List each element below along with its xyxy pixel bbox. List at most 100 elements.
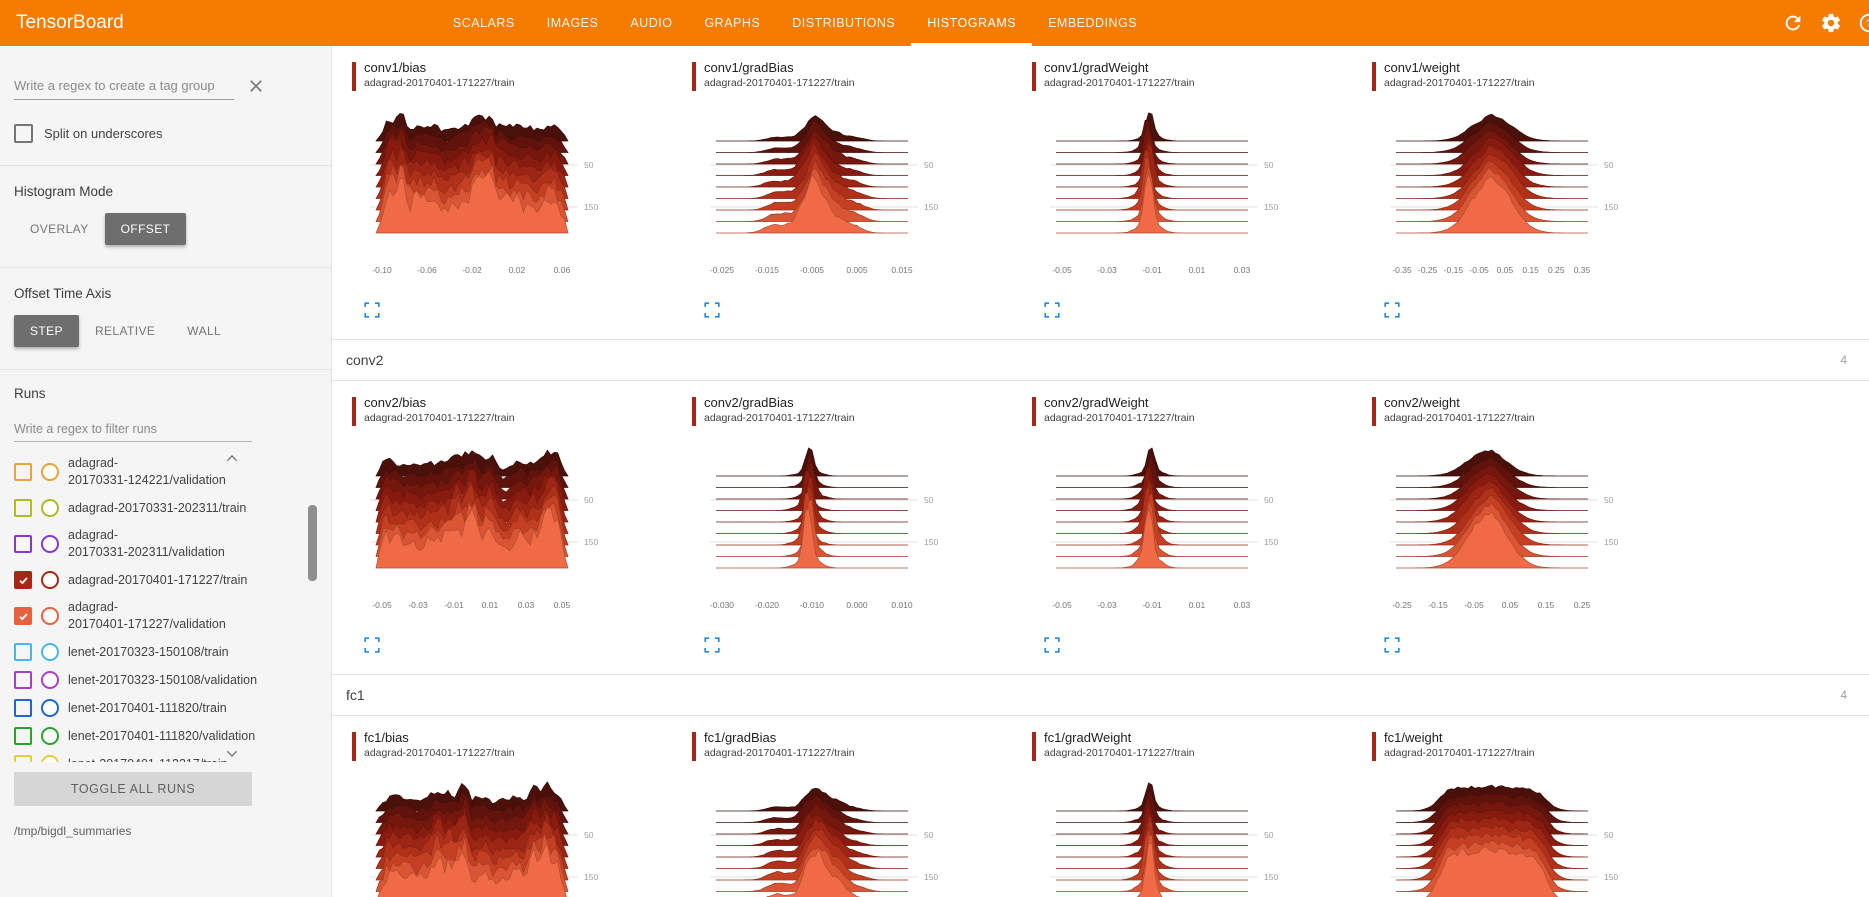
refresh-icon[interactable] (1782, 12, 1804, 34)
histogram-chart[interactable]: 50 150 -0.35 -0.25 -0.15 -0.05 0.05 0.15 0.25 0.3… (1382, 111, 1634, 291)
svg-text:50: 50 (584, 830, 594, 840)
expand-card-icon[interactable] (704, 302, 720, 318)
help-icon[interactable]: ? (1858, 12, 1869, 34)
histogram-chart[interactable]: 50 150 (702, 781, 954, 897)
svg-text:0.03: 0.03 (1234, 600, 1251, 610)
histogram-chart[interactable]: 50 150 -0.05 -0.03 -0.01 0.01 0.03 0.05 (362, 446, 614, 626)
histogram-chart[interactable]: 50 150 -0.05 -0.03 -0.01 0.01 0.03 (1042, 111, 1294, 291)
histogram-chart[interactable]: 50 150 -0.025 -0.015 -0.005 0.005 0.015 (702, 111, 954, 291)
histogram-chart-wrap: 50 150 -0.025 -0.015 -0.005 0.005 0.015 (702, 111, 1024, 296)
run-color-circle (41, 499, 59, 517)
tag-regex-input[interactable] (14, 72, 234, 100)
toolbar-icons: ? (1782, 0, 1869, 46)
svg-text:-0.03: -0.03 (1097, 600, 1117, 610)
run-item[interactable]: lenet-20170401-111820/train (14, 694, 273, 722)
run-checkbox[interactable] (14, 499, 32, 517)
clear-icon[interactable] (246, 76, 266, 96)
section-header-fc1[interactable]: fc1 4 (332, 674, 1869, 716)
expand-card-icon[interactable] (1044, 637, 1060, 653)
run-color-bar (1032, 62, 1036, 91)
card-run-subtitle: adagrad-20170401-171227/train (364, 747, 515, 759)
offset-time-axis-step-button[interactable]: STEP (14, 315, 79, 347)
run-checkbox[interactable] (14, 535, 32, 553)
expand-card-icon[interactable] (1044, 302, 1060, 318)
run-item[interactable]: adagrad- 20170401-171227/validation (14, 594, 273, 638)
run-filter-input[interactable] (14, 417, 252, 442)
card-title: conv1/weight (1384, 60, 1460, 75)
histogram-chart-wrap: 50 150 -0.05 -0.03 -0.01 0.01 0.03 0.05 (362, 446, 684, 631)
histogram-mode-overlay-button[interactable]: OVERLAY (14, 213, 105, 245)
svg-text:-0.025: -0.025 (710, 265, 734, 275)
histogram-chart[interactable]: 50 150 (362, 781, 614, 897)
run-checkbox[interactable] (14, 643, 32, 661)
runs-section: Runs adagrad-20170331-124221/validationa… (0, 369, 331, 858)
svg-text:0.06: 0.06 (554, 265, 571, 275)
split-underscores-checkbox[interactable]: Split on underscores (14, 124, 317, 143)
offset-time-axis-buttons: STEP RELATIVE WALL (14, 315, 317, 347)
app-title: TensorBoard (16, 12, 124, 33)
card-conv1-gradBias: conv1/gradBias adagrad-20170401-171227/tr… (684, 60, 1024, 323)
settings-gear-icon[interactable] (1820, 12, 1842, 34)
histogram-chart[interactable]: 50 150 (1042, 781, 1294, 897)
run-color-bar (692, 732, 696, 761)
run-color-bar (1372, 397, 1376, 426)
run-item[interactable]: lenet-20170323-150108/train (14, 638, 273, 666)
offset-time-axis-wall-button[interactable]: WALL (171, 315, 237, 347)
offset-time-axis-label: Offset Time Axis (14, 286, 112, 301)
tab-distributions[interactable]: DISTRIBUTIONS (792, 16, 896, 30)
run-item[interactable]: adagrad- 20170331-124221/validation (14, 450, 273, 494)
section-count: 4 (1840, 688, 1847, 702)
svg-text:-0.15: -0.15 (1428, 600, 1448, 610)
expand-card-icon[interactable] (1384, 637, 1400, 653)
svg-text:-0.05: -0.05 (1469, 265, 1489, 275)
toggle-all-runs-button[interactable]: TOGGLE ALL RUNS (14, 772, 252, 806)
run-color-bar (1032, 397, 1036, 426)
section-header-conv2[interactable]: conv2 4 (332, 339, 1869, 381)
tab-graphs[interactable]: GRAPHS (704, 16, 761, 30)
histogram-mode-offset-button[interactable]: OFFSET (104, 213, 187, 245)
expand-card-icon[interactable] (364, 302, 380, 318)
expand-card-icon[interactable] (704, 637, 720, 653)
histogram-chart[interactable]: 50 150 -0.10 -0.06 -0.02 0.02 0.06 (362, 111, 614, 291)
run-item[interactable]: lenet-20170401-112317/train (14, 750, 273, 762)
offset-time-axis-relative-button[interactable]: RELATIVE (79, 315, 171, 347)
run-label: lenet-20170401-111820/train (68, 700, 227, 715)
run-label: lenet-20170323-150108/train (68, 644, 229, 659)
checkbox-icon[interactable] (14, 124, 33, 143)
expand-card-icon[interactable] (1384, 302, 1400, 318)
run-item[interactable]: adagrad-20170331-202311/train (14, 494, 273, 522)
run-checkbox[interactable] (14, 671, 32, 689)
scroll-up-icon[interactable] (224, 452, 240, 464)
svg-text:-0.03: -0.03 (408, 600, 428, 610)
run-color-bar (692, 62, 696, 91)
svg-text:50: 50 (1264, 160, 1274, 170)
run-checkbox[interactable] (14, 727, 32, 745)
histogram-chart[interactable]: 50 150 -0.030 -0.020 -0.010 0.000 0.010 (702, 446, 954, 626)
tab-images[interactable]: IMAGES (546, 16, 599, 30)
svg-text:150: 150 (924, 872, 938, 882)
run-checkbox[interactable] (14, 755, 32, 762)
run-checkbox[interactable] (14, 607, 32, 625)
run-item[interactable]: adagrad- 20170331-202311/validation (14, 522, 273, 566)
histogram-chart-wrap: 50 150 (362, 781, 684, 897)
expand-card-icon[interactable] (364, 637, 380, 653)
scroll-down-icon[interactable] (224, 748, 240, 760)
runs-scrollbar-thumb[interactable] (308, 505, 317, 581)
histogram-chart[interactable]: 50 150 -0.25 -0.15 -0.05 0.05 0.15 0.25 (1382, 446, 1634, 626)
run-checkbox[interactable] (14, 699, 32, 717)
tab-embeddings[interactable]: EMBEDDINGS (1048, 16, 1138, 30)
card-run-subtitle: adagrad-20170401-171227/train (704, 77, 855, 89)
run-item[interactable]: lenet-20170401-111820/validation (14, 722, 273, 750)
histogram-chart[interactable]: 50 150 -0.05 -0.03 -0.01 0.01 0.03 (1042, 446, 1294, 626)
run-checkbox[interactable] (14, 463, 32, 481)
run-checkbox[interactable] (14, 571, 32, 589)
run-color-circle (41, 755, 59, 762)
run-item[interactable]: lenet-20170323-150108/validation (14, 666, 273, 694)
tab-audio[interactable]: AUDIO (630, 16, 673, 30)
tab-histograms[interactable]: HISTOGRAMS (911, 0, 1033, 46)
svg-text:50: 50 (1604, 495, 1614, 505)
svg-text:-0.05: -0.05 (1464, 600, 1484, 610)
histogram-chart[interactable]: 50 150 (1382, 781, 1634, 897)
run-item[interactable]: adagrad-20170401-171227/train (14, 566, 273, 594)
tab-scalars[interactable]: SCALARS (452, 16, 515, 30)
